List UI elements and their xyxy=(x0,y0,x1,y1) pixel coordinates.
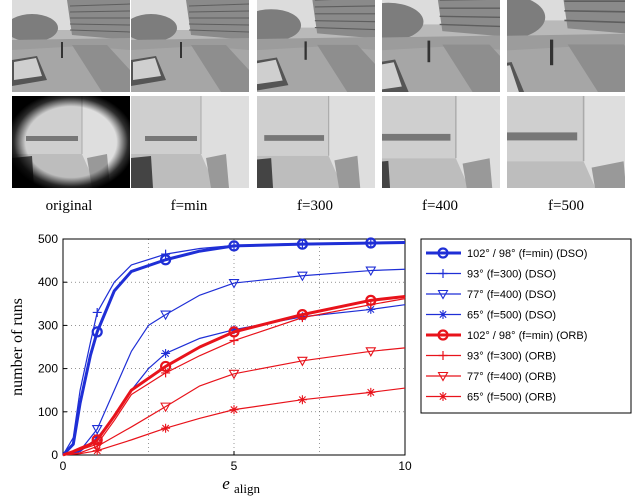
series-marker-6 xyxy=(228,369,240,380)
label-f-min: f=min xyxy=(170,198,208,214)
series-marker-7 xyxy=(161,423,171,433)
series-marker-1 xyxy=(92,307,102,317)
legend-label-1: 93° (f=300) (DSO) xyxy=(467,269,556,281)
legend-marker-5 xyxy=(438,351,448,360)
outdoor-thumb xyxy=(382,0,500,92)
x-tick-label: 5 xyxy=(231,459,238,473)
y-tick-label: 0 xyxy=(51,448,58,462)
outdoor-thumb xyxy=(507,0,625,92)
x-axis-subscript: align xyxy=(234,481,260,496)
legend-label-7: 65° (f=500) (ORB) xyxy=(467,392,556,404)
series-marker-7 xyxy=(229,405,239,415)
legend-label-5: 93° (f=300) (ORB) xyxy=(467,351,556,363)
x-axis-title: e xyxy=(222,474,230,493)
legend-marker-4 xyxy=(437,329,449,341)
series-line-2 xyxy=(62,268,406,456)
indoor-thumb xyxy=(257,96,375,188)
series-marker-6 xyxy=(296,356,308,367)
series-marker-7 xyxy=(92,446,102,456)
indoor-thumb xyxy=(12,96,130,188)
legend-label-3: 65° (f=500) (DSO) xyxy=(467,310,556,322)
legend-marker-3 xyxy=(438,310,448,319)
series-marker-1 xyxy=(161,249,171,259)
indoor-thumb xyxy=(507,96,625,188)
series-marker-2 xyxy=(296,271,308,282)
legend-label-0: 102° / 98° (f=min) (DSO) xyxy=(467,248,587,260)
series-marker-7 xyxy=(366,387,376,397)
outdoor-thumb xyxy=(12,0,130,92)
series-marker-5 xyxy=(297,313,307,323)
series-marker-6 xyxy=(365,347,377,357)
series-marker-1 xyxy=(366,238,376,248)
legend-label-4: 102° / 98° (f=min) (ORB) xyxy=(467,330,587,342)
label-f-400: f=400 xyxy=(422,198,458,214)
outdoor-thumb xyxy=(131,0,249,92)
indoor-thumb xyxy=(131,96,249,188)
series-marker-3 xyxy=(229,325,239,335)
legend-box xyxy=(420,238,632,414)
series-marker-5 xyxy=(366,300,376,310)
y-tick-label: 100 xyxy=(38,405,58,419)
legend-marker-6 xyxy=(437,371,449,382)
legend-label-2: 77° (f=400) (DSO) xyxy=(467,289,556,301)
legend-marker-0 xyxy=(437,247,449,259)
y-tick-label: 200 xyxy=(38,362,58,376)
y-tick-label: 500 xyxy=(38,232,58,246)
series-marker-1 xyxy=(229,240,239,250)
series-marker-7 xyxy=(297,395,307,405)
label-original: original xyxy=(45,198,93,214)
series-marker-2 xyxy=(228,279,240,289)
series-marker-2 xyxy=(160,310,172,321)
legend-marker-1 xyxy=(438,269,448,278)
series-marker-2 xyxy=(365,266,377,277)
series-line-1 xyxy=(62,241,406,456)
y-tick-label: 400 xyxy=(38,275,58,289)
label-f-500: f=500 xyxy=(548,198,584,214)
outdoor-thumb xyxy=(257,0,375,92)
legend-label-6: 77° (f=400) (ORB) xyxy=(467,371,556,383)
series-marker-6 xyxy=(160,402,172,413)
series-line-6 xyxy=(62,347,406,456)
series-line-7 xyxy=(62,387,406,456)
series-marker-3 xyxy=(161,348,171,358)
legend-marker-2 xyxy=(437,289,449,300)
x-tick-label: 0 xyxy=(60,459,67,473)
label-f-300: f=300 xyxy=(297,198,333,214)
y-axis-title: number of runs xyxy=(9,298,26,396)
x-tick-label: 10 xyxy=(398,459,412,473)
series-marker-5 xyxy=(161,368,171,378)
series-marker-3 xyxy=(366,304,376,314)
indoor-thumb xyxy=(382,96,500,188)
series-marker-5 xyxy=(229,336,239,346)
series-marker-2 xyxy=(91,425,103,435)
y-tick-label: 300 xyxy=(38,318,58,332)
series-marker-1 xyxy=(297,238,307,248)
series-marker-6 xyxy=(91,442,103,452)
legend-marker-7 xyxy=(438,392,448,401)
